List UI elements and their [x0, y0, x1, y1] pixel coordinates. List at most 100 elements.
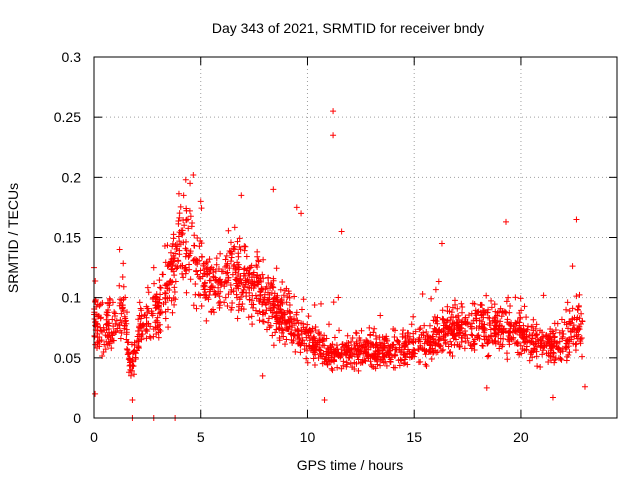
data-point	[298, 306, 305, 313]
data-point	[380, 345, 387, 352]
data-point	[94, 344, 101, 351]
data-point	[151, 294, 158, 301]
data-point	[579, 353, 586, 360]
data-point	[470, 338, 477, 345]
data-point	[391, 352, 398, 359]
data-point	[273, 294, 280, 301]
data-point	[183, 205, 190, 212]
data-point	[210, 269, 217, 276]
data-point	[255, 279, 262, 286]
data-point	[421, 322, 428, 329]
data-point	[245, 284, 252, 291]
data-point	[416, 334, 423, 341]
data-point	[249, 321, 256, 328]
data-point	[216, 293, 223, 300]
data-point	[232, 269, 239, 276]
data-point	[295, 319, 302, 326]
data-point	[415, 338, 422, 345]
data-point	[383, 362, 390, 369]
data-point	[310, 333, 317, 340]
data-point	[260, 256, 267, 263]
data-point	[347, 360, 354, 367]
data-point	[383, 337, 390, 344]
data-point	[239, 300, 246, 307]
axis-ticks	[93, 56, 617, 419]
data-point	[279, 326, 286, 333]
data-point	[286, 294, 293, 301]
data-point	[438, 347, 445, 354]
data-point	[152, 324, 159, 331]
data-point	[410, 330, 417, 337]
data-point	[234, 315, 241, 322]
data-point	[186, 266, 193, 273]
data-point	[223, 262, 230, 269]
data-point	[172, 242, 179, 249]
data-point	[565, 343, 572, 350]
data-point	[516, 309, 523, 316]
data-point	[296, 334, 303, 341]
data-point	[194, 271, 201, 278]
data-point	[353, 330, 360, 337]
data-point	[104, 333, 111, 340]
data-point	[269, 332, 276, 339]
data-point	[222, 294, 229, 301]
data-point	[521, 303, 528, 310]
data-point	[260, 318, 267, 325]
data-point	[113, 329, 120, 336]
data-point	[506, 309, 513, 316]
data-point	[161, 243, 168, 250]
data-point	[321, 396, 328, 403]
data-point	[410, 350, 417, 357]
data-point	[331, 334, 338, 341]
data-point	[571, 333, 578, 340]
data-point	[401, 344, 408, 351]
data-point	[271, 314, 278, 321]
data-point	[395, 357, 402, 364]
data-point	[506, 341, 513, 348]
data-point	[323, 335, 330, 342]
data-point	[301, 346, 308, 353]
data-point	[556, 338, 563, 345]
data-point	[349, 364, 356, 371]
data-point	[304, 359, 311, 366]
data-point	[225, 227, 232, 234]
y-axis-label: SRMTID / TECUs	[5, 183, 21, 293]
data-point	[250, 304, 257, 311]
data-point	[473, 317, 480, 324]
data-point	[429, 333, 436, 340]
data-point	[369, 363, 376, 370]
data-point	[225, 277, 232, 284]
data-point	[355, 367, 362, 374]
data-point	[438, 240, 445, 247]
data-point	[547, 353, 554, 360]
data-point	[548, 344, 555, 351]
data-point	[516, 351, 523, 358]
data-point	[206, 256, 213, 263]
data-point	[187, 213, 194, 220]
data-point	[323, 348, 330, 355]
y-tick-labels: 0 0.05 0.1 0.15 0.2 0.25 0.3	[54, 49, 81, 426]
data-point	[394, 337, 401, 344]
data-point	[447, 338, 454, 345]
data-point	[156, 284, 163, 291]
data-point	[286, 323, 293, 330]
data-point	[484, 339, 491, 346]
data-point	[504, 319, 511, 326]
data-point	[191, 232, 198, 239]
data-point	[362, 358, 369, 365]
data-point	[293, 320, 300, 327]
data-point	[120, 283, 127, 290]
data-point	[366, 324, 373, 331]
data-point	[400, 360, 407, 367]
data-point	[376, 339, 383, 346]
data-point	[198, 302, 205, 309]
data-point	[270, 186, 277, 193]
data-point	[221, 283, 228, 290]
data-point	[280, 327, 287, 334]
data-point	[286, 308, 293, 315]
data-point	[447, 348, 454, 355]
data-point	[172, 278, 179, 285]
data-point	[270, 284, 277, 291]
data-point	[257, 289, 264, 296]
data-point	[183, 216, 190, 223]
